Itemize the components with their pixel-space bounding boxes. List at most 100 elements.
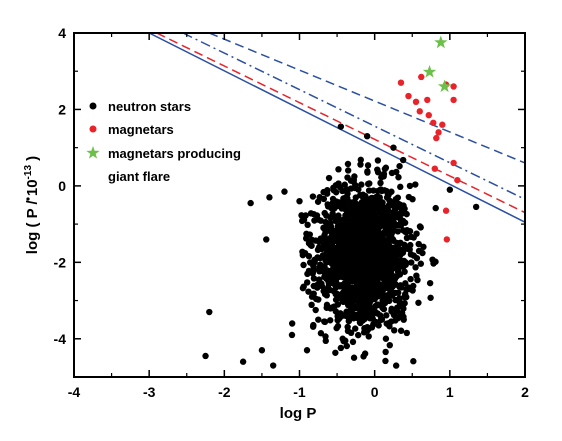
data-point	[365, 307, 373, 314]
data-point	[318, 245, 326, 253]
data-point	[302, 212, 309, 219]
data-point	[374, 157, 382, 164]
axis-ticks: -4 -3 -2 -1 0 1 2 -4 -2 0 2 4	[54, 25, 530, 400]
data-point	[321, 290, 329, 298]
data-point	[405, 92, 412, 100]
data-point	[383, 211, 390, 218]
data-point	[353, 311, 360, 319]
data-point	[258, 347, 266, 354]
data-point	[379, 199, 386, 206]
data-point	[406, 182, 414, 190]
data-point	[333, 198, 340, 205]
data-point	[413, 254, 421, 262]
data-point	[365, 187, 373, 194]
data-point	[269, 362, 277, 369]
legend-label-magnetars: magnetars	[108, 122, 174, 137]
data-point	[341, 181, 348, 188]
data-point	[303, 347, 311, 354]
data-point	[350, 292, 358, 300]
data-point	[341, 283, 349, 290]
x-tick-label: 0	[371, 384, 379, 400]
data-point	[363, 200, 371, 208]
data-point	[426, 279, 434, 287]
data-point	[383, 292, 390, 299]
data-point	[281, 188, 288, 195]
data-point	[383, 312, 390, 319]
data-point	[348, 275, 355, 282]
data-point	[393, 213, 400, 221]
data-point	[328, 213, 336, 220]
data-point	[365, 333, 372, 340]
data-point	[413, 230, 420, 237]
y-tick-label: 0	[58, 178, 66, 194]
data-point	[378, 187, 386, 195]
data-point	[317, 235, 324, 242]
x-axis-title: log P	[280, 405, 317, 422]
data-point	[408, 233, 415, 241]
data-point	[373, 263, 381, 271]
data-point	[354, 331, 362, 339]
data-point	[398, 284, 405, 291]
data-point	[324, 203, 332, 210]
data-point	[380, 280, 388, 287]
y-tick-label: 4	[58, 25, 66, 41]
data-points	[202, 35, 480, 412]
legend-marker-magnetars	[89, 125, 97, 133]
data-point	[380, 240, 388, 247]
data-point	[332, 284, 340, 291]
data-point	[324, 186, 331, 194]
data-point	[372, 318, 380, 326]
data-point	[395, 174, 402, 181]
data-point	[317, 330, 325, 337]
x-tick-label: 2	[521, 384, 529, 400]
data-point	[332, 349, 339, 356]
data-point	[430, 119, 437, 127]
data-point	[352, 238, 359, 245]
data-point	[380, 285, 388, 293]
data-point	[307, 241, 314, 249]
data-point	[397, 79, 405, 86]
data-point	[410, 282, 417, 290]
guide-line-dashdot	[182, 33, 525, 200]
data-point	[380, 173, 387, 180]
data-point	[371, 295, 379, 302]
data-point	[348, 394, 354, 400]
legend-star-icon	[86, 146, 100, 159]
data-point	[403, 210, 410, 218]
data-point	[374, 246, 381, 253]
data-point	[419, 249, 426, 257]
data-point	[425, 111, 432, 119]
data-point	[356, 250, 363, 257]
data-point	[385, 202, 392, 210]
data-point	[381, 228, 389, 235]
data-point	[454, 176, 461, 184]
data-point	[407, 251, 415, 258]
data-point	[371, 198, 378, 205]
data-point	[323, 406, 329, 412]
data-point	[399, 217, 407, 225]
data-point	[349, 268, 356, 275]
data-point	[361, 350, 369, 357]
svg-text:log ( P / 10-13 ): log ( P / 10-13 )	[23, 156, 41, 254]
data-point	[359, 308, 366, 316]
data-point	[334, 301, 342, 308]
data-point	[400, 263, 407, 270]
data-point	[380, 275, 387, 282]
data-point	[321, 318, 329, 326]
data-point	[431, 165, 438, 172]
data-point	[324, 226, 331, 233]
data-point	[395, 289, 402, 296]
data-point	[332, 217, 340, 225]
data-point	[343, 268, 350, 275]
data-point	[394, 268, 402, 276]
data-point	[375, 238, 382, 246]
data-point	[266, 194, 273, 201]
data-point	[385, 281, 393, 288]
data-point	[309, 193, 317, 200]
data-point	[350, 354, 358, 361]
data-point	[338, 242, 345, 249]
data-point	[263, 236, 270, 243]
data-point	[412, 181, 419, 188]
data-point	[206, 308, 213, 316]
data-point	[364, 242, 372, 250]
